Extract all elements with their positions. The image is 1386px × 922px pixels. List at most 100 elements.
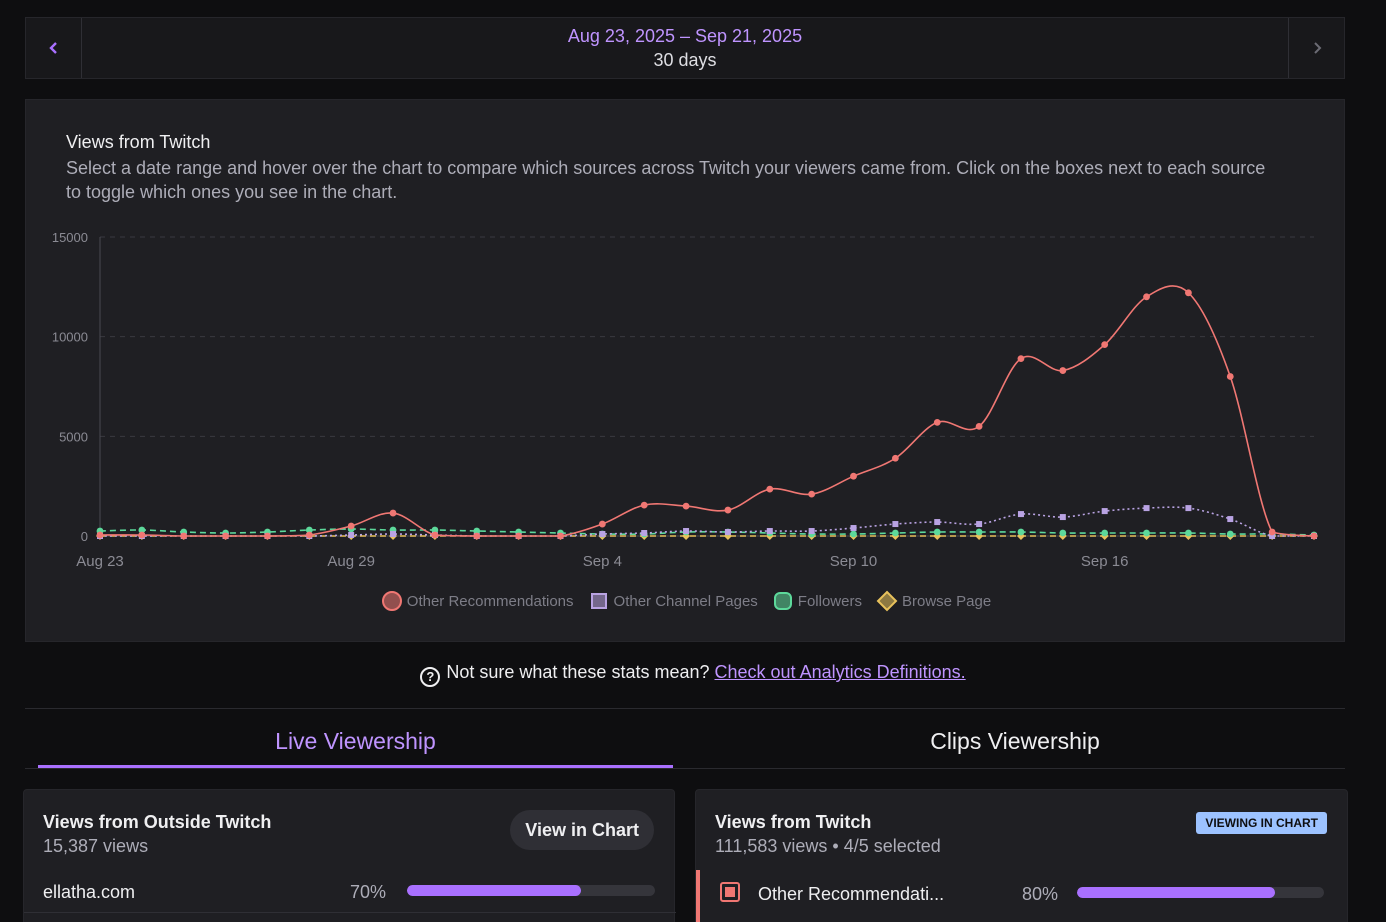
data-point	[138, 531, 146, 539]
source-bar-fill	[407, 885, 581, 896]
x-tick-label: Aug 29	[327, 553, 375, 570]
x-tick-label: Aug 23	[76, 553, 124, 570]
data-point	[348, 532, 355, 539]
data-point	[1059, 514, 1066, 521]
data-point	[766, 485, 774, 493]
data-point	[641, 530, 648, 537]
analytics-definitions-link[interactable]: Check out Analytics Definitions.	[714, 662, 966, 682]
legend-item[interactable]: Followers	[772, 590, 862, 612]
data-point	[1269, 533, 1276, 539]
y-tick-label: 10000	[52, 330, 88, 345]
data-point	[599, 531, 606, 538]
data-point	[1101, 529, 1109, 537]
twitch-sources-card: Views from Twitch 111,583 views • 4/5 se…	[695, 789, 1348, 922]
data-point	[515, 532, 523, 540]
legend-label: Followers	[797, 592, 862, 610]
data-point	[1101, 341, 1109, 349]
data-point	[1185, 529, 1192, 537]
selected-count: 4/5 selected	[843, 836, 941, 856]
y-tick-label: 15000	[52, 230, 88, 245]
data-point	[1226, 373, 1234, 380]
data-point	[1226, 530, 1234, 538]
next-range-button[interactable]	[1288, 18, 1344, 78]
viewing-in-chart-badge: VIEWING IN CHART	[1196, 812, 1327, 834]
data-point	[933, 528, 941, 536]
tab-clips-viewership[interactable]: Clips Viewership	[930, 728, 1100, 754]
data-point	[473, 532, 481, 540]
legend-item[interactable]: Other Channel Pages	[588, 590, 758, 612]
separator-dot: •	[832, 836, 839, 856]
data-point	[222, 532, 229, 540]
source-bar-fill	[1077, 887, 1275, 898]
chart-title: Views from Twitch	[66, 132, 211, 152]
question-circle-icon: ?	[420, 667, 441, 687]
card-views: 111,583 views	[715, 836, 828, 856]
data-point	[180, 532, 188, 540]
chart-legend: Other Recommendations Other Channel Pages…	[26, 590, 1346, 612]
source-bar	[1077, 887, 1324, 898]
tab-live-viewership[interactable]: Live Viewership	[38, 728, 673, 768]
source-toggle-checkbox[interactable]	[720, 882, 740, 902]
card-title: Views from Outside Twitch	[43, 812, 272, 832]
data-point	[850, 530, 857, 538]
x-tick-label: Sep 16	[1081, 553, 1129, 570]
data-point	[1143, 293, 1150, 301]
source-percent: 70%	[349, 882, 386, 902]
legend-label: Other Recommendations	[406, 592, 574, 610]
date-range-text: Aug 23, 2025 – Sep 21, 2025	[567, 26, 803, 46]
legend-swatch-icon	[590, 593, 607, 609]
data-point	[724, 529, 731, 536]
data-point	[557, 532, 564, 540]
data-point	[933, 418, 941, 426]
date-range-bar: Aug 23, 2025 – Sep 21, 2025 30 days	[25, 17, 1345, 79]
x-tick-label: Sep 10	[830, 553, 878, 570]
series-line	[99, 528, 1315, 536]
data-point	[473, 527, 481, 535]
data-point	[850, 472, 857, 480]
data-point	[389, 509, 397, 517]
legend-swatch-icon	[381, 591, 402, 611]
source-label: ellatha.com	[43, 882, 136, 902]
data-point	[96, 531, 104, 539]
legend-item[interactable]: Browse Page	[876, 590, 991, 612]
source-label: Other Recommendati...	[758, 884, 945, 904]
tabs-divider	[25, 768, 1345, 769]
data-point	[1101, 508, 1108, 515]
data-point	[1185, 505, 1192, 512]
data-point	[683, 528, 690, 535]
card-title: Views from Twitch	[715, 812, 872, 832]
data-point	[975, 422, 983, 430]
date-range-days: 30 days	[653, 50, 717, 70]
data-point	[976, 521, 983, 528]
data-point	[934, 519, 941, 526]
data-point	[891, 454, 899, 462]
data-point	[1227, 516, 1234, 523]
data-point	[305, 526, 313, 534]
chevron-left-icon	[48, 42, 57, 54]
data-point	[808, 490, 816, 498]
chart-description: Select a date range and hover over the c…	[66, 158, 1266, 202]
data-point	[598, 520, 606, 528]
outside-twitch-card: Views from Outside Twitch 15,387 views V…	[23, 789, 676, 922]
data-point	[850, 525, 857, 532]
data-point	[347, 522, 355, 530]
data-point	[808, 528, 815, 535]
legend-item[interactable]: Other Recommendations	[381, 590, 574, 612]
previous-range-button[interactable]	[26, 18, 82, 78]
legend-label: Browse Page	[901, 592, 992, 610]
data-point	[892, 521, 899, 528]
views-line-chart[interactable]: 0 5000 10000 15000 Aug 23 Aug 29 Sep 4 Sep 10 Se…	[26, 100, 1346, 580]
data-point	[1310, 532, 1318, 540]
view-in-chart-button[interactable]: View in Chart	[510, 810, 654, 850]
data-point	[390, 531, 397, 538]
date-range-display[interactable]: Aug 23, 2025 – Sep 21, 2025 30 days	[82, 18, 1288, 78]
data-point	[431, 531, 439, 539]
data-point	[1185, 289, 1192, 297]
data-point	[1143, 529, 1150, 537]
data-point	[1143, 505, 1150, 512]
legend-swatch-icon	[773, 592, 792, 610]
y-tick-label: 5000	[59, 429, 88, 444]
source-percent: 80%	[1021, 884, 1058, 904]
data-point	[682, 502, 690, 510]
data-point	[640, 501, 648, 509]
